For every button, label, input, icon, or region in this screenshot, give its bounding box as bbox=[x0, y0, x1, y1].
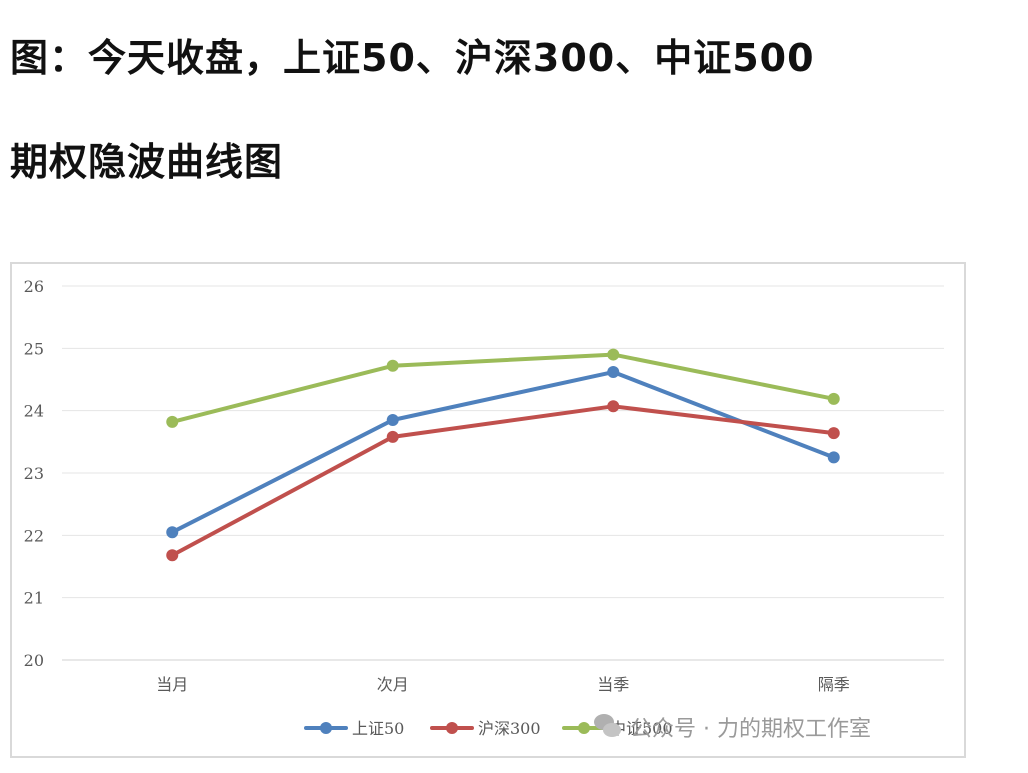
series-line-2 bbox=[170, 404, 836, 558]
page-title: 图：今天收盘，上证50、沪深300、中证500 期权隐波曲线图 bbox=[10, 6, 1010, 214]
data-point bbox=[386, 430, 399, 443]
y-tick-label: 25 bbox=[24, 339, 44, 358]
y-tick-label: 21 bbox=[24, 589, 44, 608]
x-tick-label: 隔季 bbox=[818, 675, 850, 694]
wechat-icon bbox=[594, 714, 621, 737]
data-point bbox=[827, 392, 840, 405]
title-line-2: 期权隐波曲线图 bbox=[10, 140, 284, 184]
x-tick-label: 当月 bbox=[156, 675, 188, 694]
legend-label: 沪深300 bbox=[478, 719, 541, 738]
data-point bbox=[166, 415, 179, 428]
data-point bbox=[166, 549, 179, 562]
watermark-text: 公众号 · 力的期权工作室 bbox=[630, 717, 871, 742]
data-point bbox=[386, 359, 399, 372]
y-tick-label: 24 bbox=[24, 402, 44, 421]
title-line-1: 图：今天收盘，上证50、沪深300、中证500 bbox=[10, 36, 815, 80]
chart-frame: 20 21 22 23 24 25 26 当月 次月 当季 隔季上证50 沪深300 中证500 公众号 … bbox=[10, 262, 966, 758]
x-tick-label: 当季 bbox=[597, 675, 629, 694]
y-tick-label: 22 bbox=[24, 526, 44, 545]
series-line-3 bbox=[170, 352, 836, 424]
legend-label: 中证500 bbox=[610, 719, 673, 738]
y-tick-label: 26 bbox=[24, 277, 44, 296]
data-point bbox=[386, 414, 399, 427]
x-tick-label: 次月 bbox=[377, 675, 409, 694]
y-tick-label: 23 bbox=[24, 464, 44, 483]
legend-marker bbox=[578, 722, 590, 734]
legend-label: 上证50 bbox=[352, 719, 404, 738]
data-point bbox=[827, 427, 840, 440]
y-tick-label: 20 bbox=[24, 651, 44, 670]
data-point bbox=[607, 400, 620, 413]
data-point bbox=[827, 451, 840, 464]
series-line-1 bbox=[170, 370, 836, 535]
data-point bbox=[607, 348, 620, 361]
legend-marker bbox=[320, 722, 332, 734]
data-point bbox=[607, 366, 620, 379]
data-point bbox=[166, 526, 179, 539]
legend-marker bbox=[446, 722, 458, 734]
